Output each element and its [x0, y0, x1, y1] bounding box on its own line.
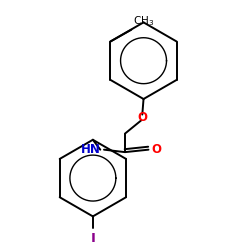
- Text: CH$_3$: CH$_3$: [132, 15, 154, 28]
- Text: O: O: [137, 111, 147, 124]
- Text: HN: HN: [80, 143, 100, 156]
- Text: I: I: [90, 232, 95, 245]
- Text: O: O: [151, 143, 161, 156]
